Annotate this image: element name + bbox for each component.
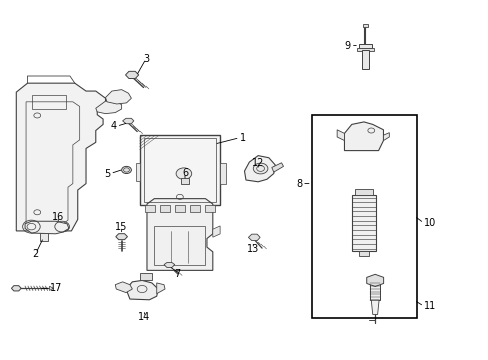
Text: 4: 4 xyxy=(110,121,117,131)
Polygon shape xyxy=(248,234,260,240)
Bar xyxy=(362,24,367,27)
Bar xyxy=(204,205,214,212)
Polygon shape xyxy=(344,122,383,150)
Bar xyxy=(160,205,169,212)
Text: 2: 2 xyxy=(33,248,39,258)
Polygon shape xyxy=(336,130,344,140)
Text: 3: 3 xyxy=(142,54,149,64)
Bar xyxy=(220,163,225,184)
Text: 10: 10 xyxy=(423,218,435,228)
Bar xyxy=(136,163,140,181)
Polygon shape xyxy=(370,300,378,315)
Polygon shape xyxy=(271,163,283,172)
Bar xyxy=(361,50,368,69)
Text: 1: 1 xyxy=(239,133,245,143)
Bar xyxy=(356,48,373,50)
Text: 13: 13 xyxy=(246,244,259,254)
Bar xyxy=(140,135,220,205)
Polygon shape xyxy=(147,199,212,270)
Polygon shape xyxy=(126,280,158,300)
Bar xyxy=(311,116,416,318)
Text: 16: 16 xyxy=(52,212,64,221)
Bar xyxy=(190,205,200,212)
Polygon shape xyxy=(181,178,188,184)
Circle shape xyxy=(122,166,131,174)
Text: 15: 15 xyxy=(115,222,127,232)
Text: 7: 7 xyxy=(174,269,180,279)
Polygon shape xyxy=(212,226,220,237)
Bar xyxy=(144,205,154,212)
Text: 9: 9 xyxy=(344,41,350,50)
Bar xyxy=(354,189,372,195)
Bar xyxy=(175,205,184,212)
Bar xyxy=(154,226,205,265)
Text: 8: 8 xyxy=(295,179,302,189)
Polygon shape xyxy=(49,286,53,291)
Polygon shape xyxy=(163,262,174,267)
Polygon shape xyxy=(25,221,69,234)
Bar xyxy=(369,280,379,300)
Bar xyxy=(351,195,375,251)
Polygon shape xyxy=(122,118,134,124)
Polygon shape xyxy=(366,274,383,287)
Polygon shape xyxy=(383,133,388,140)
Polygon shape xyxy=(16,83,105,231)
Polygon shape xyxy=(244,156,275,182)
Text: 14: 14 xyxy=(138,312,150,322)
Polygon shape xyxy=(157,283,164,294)
Polygon shape xyxy=(358,44,371,48)
Bar xyxy=(143,138,216,202)
Polygon shape xyxy=(116,234,127,240)
Circle shape xyxy=(253,163,267,174)
Polygon shape xyxy=(11,286,21,291)
Text: 12: 12 xyxy=(251,158,264,168)
Polygon shape xyxy=(115,282,132,293)
Bar xyxy=(358,251,368,256)
Polygon shape xyxy=(40,233,47,241)
Bar xyxy=(140,273,152,280)
Polygon shape xyxy=(96,101,122,114)
Text: 6: 6 xyxy=(182,168,188,178)
Text: 11: 11 xyxy=(423,301,435,311)
Circle shape xyxy=(176,168,191,179)
Polygon shape xyxy=(125,71,139,78)
Text: 17: 17 xyxy=(50,283,62,293)
Text: 5: 5 xyxy=(104,168,110,179)
Polygon shape xyxy=(105,90,131,104)
Bar xyxy=(32,95,65,109)
